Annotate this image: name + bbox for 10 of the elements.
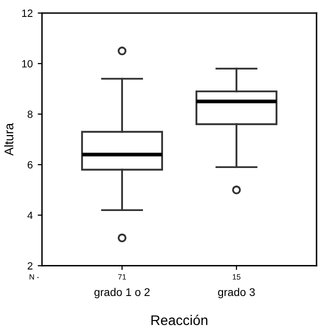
y-tick-label: 2	[28, 262, 32, 270]
y-tick-label: 10	[22, 60, 33, 68]
x-tick-label: grado 1 o 2	[94, 288, 150, 298]
x-axis-title: Reacción	[151, 314, 208, 326]
x-tick-label: grado 3	[218, 288, 255, 298]
y-axis-title: Altura	[4, 123, 14, 156]
y-tick-label: 12	[22, 10, 32, 17]
y-tick-label: 8	[28, 110, 33, 118]
y-tick-label: 4	[27, 212, 33, 219]
y-tick-label: 6	[28, 161, 33, 169]
